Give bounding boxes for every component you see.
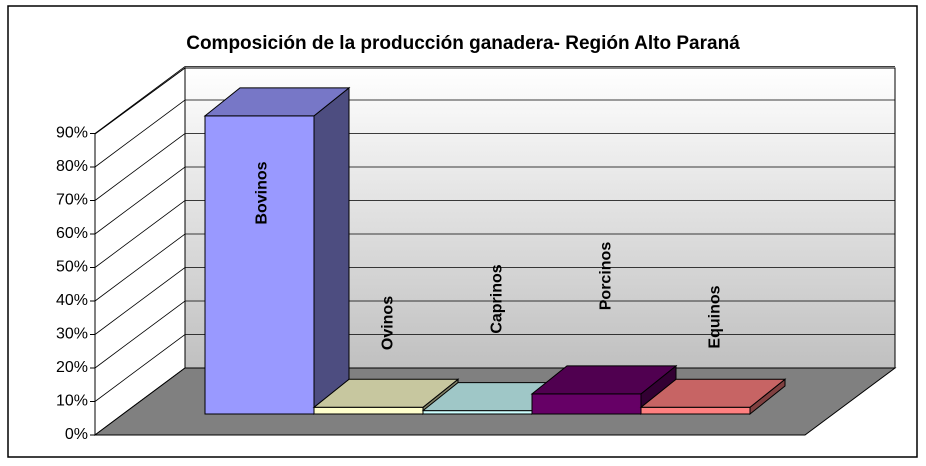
category-label: Caprinos xyxy=(489,264,506,333)
grid-line xyxy=(94,334,895,402)
y-tick-label: 50% xyxy=(56,259,88,276)
bar-top xyxy=(312,378,460,408)
bar-top xyxy=(203,87,351,117)
bar xyxy=(204,115,315,415)
y-tick-label: 90% xyxy=(56,125,88,142)
bar xyxy=(640,406,751,415)
category-label: Bovinos xyxy=(254,161,271,224)
grid-line xyxy=(94,267,895,335)
y-tick-label: 80% xyxy=(56,158,88,175)
y-tick-label: 40% xyxy=(56,292,88,309)
grid-line xyxy=(94,233,895,302)
chart-title: Composición de la producción ganadera- R… xyxy=(186,33,740,54)
bar-top xyxy=(530,365,678,395)
grid-line xyxy=(94,300,895,369)
y-tick-label: 30% xyxy=(56,326,88,343)
category-label: Equinos xyxy=(707,285,724,348)
bar-top xyxy=(639,378,787,408)
category-label: Porcinos xyxy=(598,242,615,311)
grid-line xyxy=(94,66,895,134)
grid-line xyxy=(94,166,895,235)
grid-line xyxy=(94,133,895,201)
y-tick-label: 10% xyxy=(56,393,88,410)
grid-line xyxy=(94,200,895,268)
y-tick-label: 60% xyxy=(56,225,88,242)
y-tick-label: 0% xyxy=(65,426,88,443)
bar xyxy=(422,410,533,415)
category-label: Ovinos xyxy=(380,296,397,350)
bar xyxy=(531,393,642,415)
grid-line xyxy=(94,99,895,168)
bar xyxy=(313,406,424,415)
y-tick-label: 20% xyxy=(56,359,88,376)
bar-side xyxy=(313,86,350,416)
y-tick-label: 70% xyxy=(56,192,88,209)
